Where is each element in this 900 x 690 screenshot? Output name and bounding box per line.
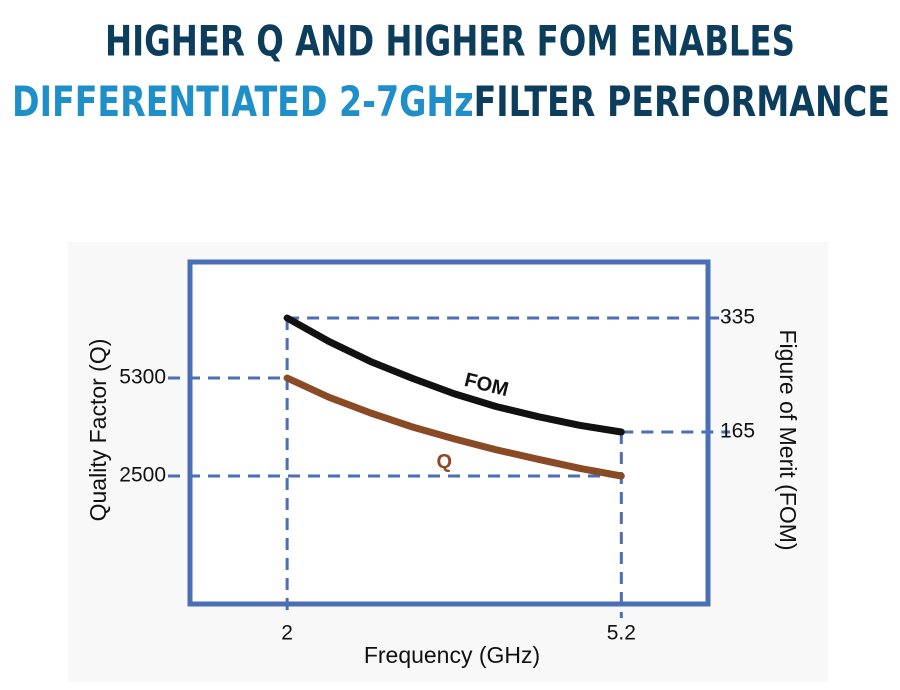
x-axis-title: Frequency (GHz)	[364, 642, 540, 668]
y2-axis-title: Figure of Merit (FOM)	[775, 329, 801, 550]
y-axis-title: Quality Factor (Q)	[85, 339, 111, 522]
title-highlight: DIFFERENTIATED 2-7GHz	[12, 77, 474, 126]
x-tick-label: 5.2	[607, 622, 636, 645]
series-label: Q	[436, 451, 452, 473]
title-line: HIGHER Q AND HIGHER FOM ENABLES	[105, 17, 795, 66]
title-rest: FILTER PERFORMANCE	[474, 77, 890, 126]
y-tick-label: 2500	[119, 464, 166, 487]
y2-tick-label: 335	[720, 306, 755, 329]
series-line	[283, 314, 625, 436]
x-tick-label: 2	[281, 622, 293, 645]
title-line: DIFFERENTIATED 2-7GHzFILTER PERFORMANCE	[12, 77, 890, 126]
series-line	[283, 374, 625, 480]
y-tick-label: 5300	[119, 366, 166, 389]
y2-tick-label: 165	[720, 420, 755, 443]
